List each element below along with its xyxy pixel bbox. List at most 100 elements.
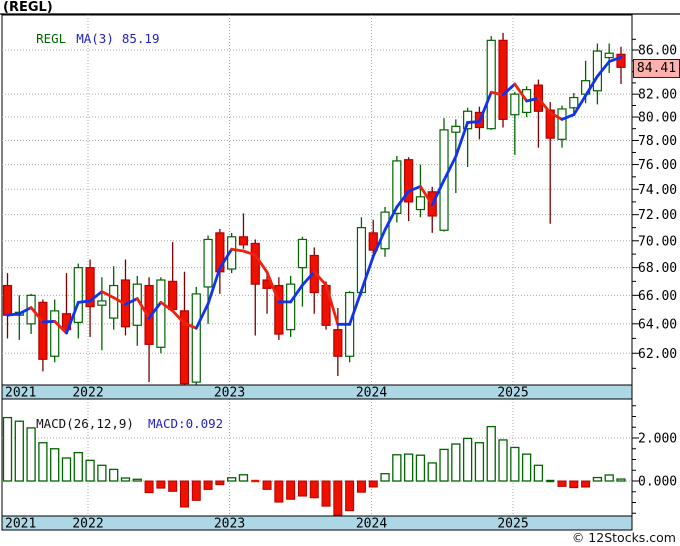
x-axis-year-label: 2023: [214, 517, 245, 532]
ma-line-segment: [17, 306, 33, 316]
ma-line-segment: [29, 306, 45, 324]
macd-bar-positive: [403, 453, 414, 482]
price-axis-label: 78.00: [638, 134, 677, 149]
ma-line-segment: [537, 96, 552, 115]
ma-line-segment: [596, 60, 611, 78]
macd-bar-positive: [415, 454, 426, 482]
macd-bar-positive: [50, 448, 60, 482]
macd-bar-negative: [368, 480, 378, 488]
price-axis-label: 62.00: [638, 347, 677, 362]
ma-line-segment: [312, 270, 328, 287]
macd-bar-positive: [427, 462, 437, 482]
candle-down: [179, 310, 190, 385]
macd-bar-negative: [309, 480, 319, 499]
macd-axis-label: 0.000: [638, 475, 677, 490]
macd-bar-positive: [451, 443, 461, 482]
macd-bar-positive: [474, 442, 485, 482]
x-axis-year-label: 2021: [5, 386, 36, 401]
macd-bar-negative: [345, 480, 355, 512]
ma-line-segment: [183, 321, 198, 330]
candle-down: [368, 232, 378, 251]
x-axis-year-label: 2022: [72, 386, 103, 401]
macd-bar-negative: [569, 480, 579, 489]
candle-up: [463, 110, 473, 130]
candle-up: [156, 279, 166, 348]
price-axis-label: 76.00: [638, 158, 677, 173]
macd-bar-negative: [297, 480, 307, 497]
macd-legend: MACD(26,12,9) MACD:0.092: [6, 401, 223, 446]
candle-up: [73, 267, 83, 323]
candle-down: [498, 39, 508, 120]
ma-line-segment: [407, 184, 422, 193]
page-title: (REGL): [3, 0, 53, 15]
ma-line-segment: [383, 205, 399, 232]
ma-line-segment: [6, 312, 21, 317]
ma-line-segment: [242, 249, 257, 257]
macd-bar-negative: [144, 480, 154, 494]
ma-line-segment: [230, 247, 245, 253]
price-axis-label: 80.00: [638, 111, 677, 126]
macd-bar-flat: [546, 479, 555, 483]
macd-bar-positive: [439, 448, 449, 482]
chart-legend: REGL MA(3) 85.19: [6, 16, 159, 61]
ma-line-segment: [584, 74, 599, 98]
macd-bar-positive: [498, 439, 508, 482]
ma-line-segment: [289, 283, 304, 304]
candle-up: [50, 310, 60, 357]
ma-line-segment: [265, 270, 281, 304]
ma-line-segment: [53, 320, 68, 335]
candle-down: [309, 254, 319, 294]
macd-bar-positive: [85, 459, 95, 482]
macd-bar-negative: [581, 480, 591, 488]
candle-up: [191, 293, 201, 383]
candle-up: [604, 52, 614, 59]
macd-bar-negative: [274, 480, 284, 503]
x-axis-year-label: 2023: [214, 386, 245, 401]
candle-down: [38, 301, 48, 360]
ma-label: MA(3): [76, 31, 114, 46]
symbol-label: REGL: [36, 31, 67, 46]
macd-bar-negative: [286, 480, 296, 500]
x-axis-year-label: 2024: [356, 517, 387, 532]
x-axis-year-label: 2022: [72, 517, 103, 532]
ma-line-segment: [513, 82, 529, 103]
ma-line-segment: [324, 283, 340, 326]
x-axis-year-label: 2024: [356, 386, 387, 401]
ma-line-segment: [572, 94, 588, 117]
macd-bar-positive: [380, 473, 390, 482]
ma-line-segment: [112, 296, 127, 306]
candle-up: [569, 96, 579, 109]
macd-bar-positive: [486, 425, 496, 482]
macd-bar-positive: [14, 420, 24, 482]
macd-value: MACD:0.092: [147, 416, 224, 431]
candle-down: [2, 284, 13, 316]
x-axis-year-label: 2021: [5, 517, 36, 532]
ma-line-segment: [88, 290, 104, 303]
ma-line-segment: [454, 121, 470, 158]
macd-bar-negative: [156, 480, 166, 489]
candle-up: [415, 196, 426, 211]
macd-bar-negative: [321, 480, 331, 507]
macd-bar-positive: [238, 474, 249, 482]
macd-bar-positive: [109, 468, 119, 482]
candle-down: [85, 267, 95, 308]
macd-bar-positive: [616, 478, 626, 482]
candle-up: [451, 125, 461, 133]
macd-bar-positive: [510, 446, 520, 482]
ma-line-segment: [478, 90, 493, 124]
candle-up: [203, 238, 213, 288]
ma-line-segment: [525, 96, 540, 103]
macd-bar-negative: [179, 480, 189, 508]
candle-down: [404, 159, 414, 203]
macd-bar-positive: [73, 451, 83, 482]
macd-bar-positive: [533, 464, 544, 482]
macd-bar-negative: [356, 480, 366, 493]
ma-line-segment: [159, 300, 175, 313]
macd-bar-positive: [521, 453, 532, 482]
macd-bar-positive: [132, 478, 142, 482]
macd-bar-positive: [97, 464, 107, 482]
macd-bar-negative: [262, 480, 272, 490]
x-axis-year-label: 2025: [497, 386, 528, 401]
